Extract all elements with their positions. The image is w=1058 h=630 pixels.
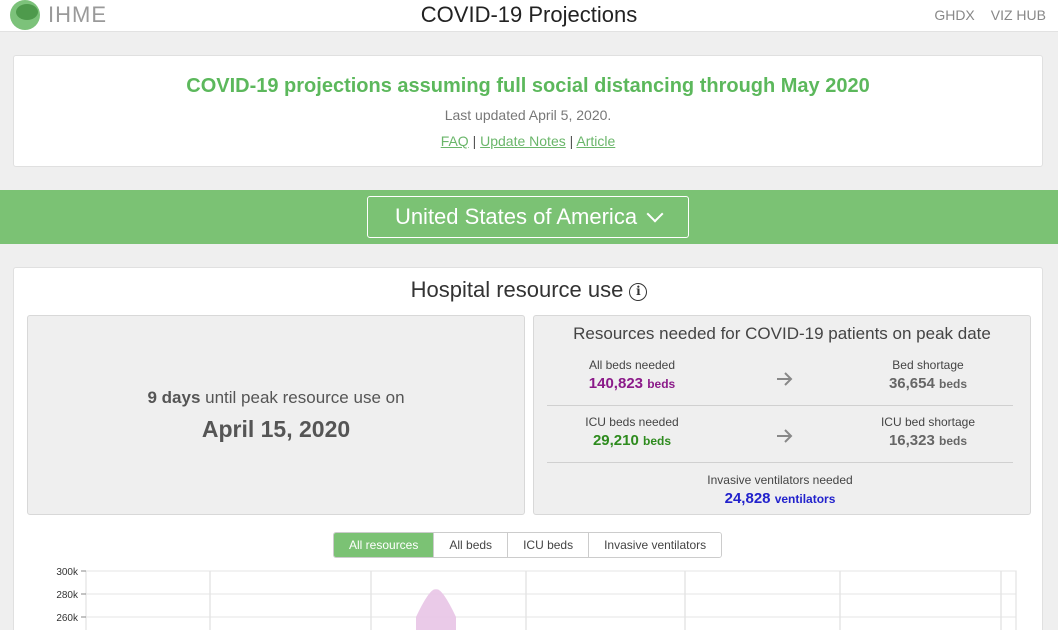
bed-shortage: Bed shortage 36,654 beds <box>843 358 1013 392</box>
chevron-down-icon <box>646 205 664 223</box>
ihme-leaf-icon <box>10 0 40 30</box>
resource-chart: 300k 280k 260k <box>56 567 1017 630</box>
intro-card: COVID-19 projections assuming full socia… <box>13 55 1043 167</box>
intro-links: FAQ | Update Notes | Article <box>14 133 1042 149</box>
link-separator: | <box>569 133 574 149</box>
viz-hub-link[interactable]: VIZ HUB <box>990 7 1046 23</box>
all-beds-unit: beds <box>647 377 676 391</box>
all-beds-needed: All beds needed 140,823 beds <box>547 358 717 392</box>
plot-area <box>85 570 1017 630</box>
ghdx-link[interactable]: GHDX <box>934 7 975 23</box>
article-link[interactable]: Article <box>576 133 616 149</box>
all-beds-value: 140,823 <box>588 375 644 392</box>
top-navbar: IHME COVID-19 Projections GHDX VIZ HUB <box>0 0 1058 32</box>
ventilators-value: 24,828 <box>724 490 771 507</box>
icu-bed-shortage: ICU bed shortage 16,323 beds <box>843 415 1013 449</box>
tab-invasive-ventilators[interactable]: Invasive ventilators <box>589 533 722 557</box>
location-band: United States of America <box>0 190 1058 244</box>
update-notes-link[interactable]: Update Notes <box>480 133 566 149</box>
resources-needed-title: Resources needed for COVID-19 patients o… <box>573 324 991 343</box>
peak-date: April 15, 2020 <box>201 416 351 442</box>
tab-all-resources[interactable]: All resources <box>334 533 435 557</box>
peak-countdown: 9 days until peak resource use on <box>28 388 524 408</box>
logo-text: IHME <box>48 2 107 27</box>
y-tick-label: 300k <box>56 567 79 578</box>
section-title: Hospital resource use i <box>14 277 1044 303</box>
link-separator: | <box>472 133 477 149</box>
tab-all-beds[interactable]: All beds <box>434 533 509 557</box>
tab-icu-beds[interactable]: ICU beds <box>508 533 590 557</box>
info-icon[interactable]: i <box>629 283 648 301</box>
icu-beds-label: ICU beds needed <box>585 415 679 429</box>
top-links: GHDX VIZ HUB <box>934 7 1046 23</box>
y-tick-label: 260k <box>56 613 79 624</box>
icu-shortage-label: ICU bed shortage <box>880 415 976 429</box>
intro-heading: COVID-19 projections assuming full socia… <box>186 75 870 97</box>
location-selected: United States of America <box>394 204 638 229</box>
icu-shortage-unit: beds <box>939 434 968 448</box>
icu-shortage-value: 16,323 <box>888 432 935 449</box>
location-dropdown[interactable]: United States of America <box>367 196 689 238</box>
resource-tabs: All resources All beds ICU beds Invasive… <box>333 532 723 558</box>
projection-area <box>416 589 456 630</box>
ihme-logo[interactable]: IHME <box>10 0 107 30</box>
arrow-right-icon <box>777 429 793 443</box>
icu-beds-unit: beds <box>643 434 672 448</box>
icu-beds-needed: ICU beds needed 29,210 beds <box>547 415 717 449</box>
all-beds-label: All beds needed <box>588 358 676 372</box>
resources-needed-box: Resources needed for COVID-19 patients o… <box>533 315 1031 515</box>
section-title-text: Hospital resource use <box>410 277 624 302</box>
ventilators-row: Invasive ventilators needed 24,828 venti… <box>547 465 1013 521</box>
all-beds-row: All beds needed 140,823 beds Bed shortag… <box>547 350 1013 406</box>
icu-beds-row: ICU beds needed 29,210 beds ICU bed shor… <box>547 407 1013 463</box>
ventilators-unit: ventilators <box>774 492 836 506</box>
ventilators-label: Invasive ventilators needed <box>707 473 853 487</box>
faq-link[interactable]: FAQ <box>440 133 469 149</box>
ventilators-needed: Invasive ventilators needed 24,828 venti… <box>547 473 1013 507</box>
peak-text: until peak resource use on <box>200 388 405 407</box>
bed-shortage-label: Bed shortage <box>892 358 964 372</box>
icu-beds-value: 29,210 <box>592 432 639 449</box>
last-updated: Last updated April 5, 2020. <box>444 107 612 123</box>
y-tick-label: 280k <box>56 590 79 601</box>
arrow-right-icon <box>777 372 793 386</box>
app-title: COVID-19 Projections <box>420 2 638 27</box>
bed-shortage-unit: beds <box>939 377 968 391</box>
days-until-peak: 9 days <box>147 388 201 407</box>
peak-countdown-box: 9 days until peak resource use on April … <box>27 315 525 515</box>
hospital-resource-card: Hospital resource use i 9 days until peak… <box>13 267 1043 630</box>
bed-shortage-value: 36,654 <box>888 375 935 392</box>
